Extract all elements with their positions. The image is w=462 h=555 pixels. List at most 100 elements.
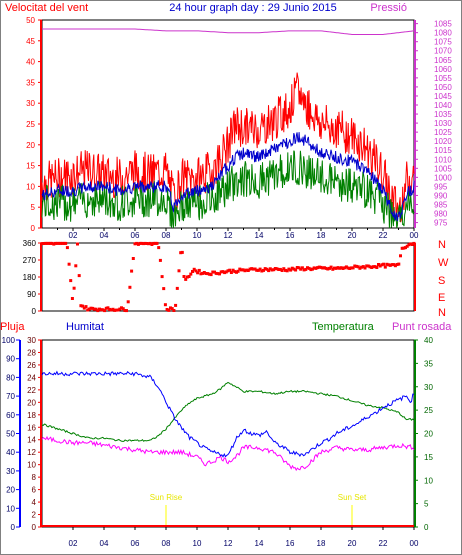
temperature-y-tick-label: 20 — [424, 430, 433, 439]
direction-point — [82, 306, 86, 310]
direction-point — [240, 268, 243, 272]
pressure-y-tick-label: 1020 — [434, 137, 452, 146]
direction-point — [338, 266, 342, 270]
rain-y-tick-label: 16 — [27, 423, 36, 432]
direction-point — [387, 263, 391, 267]
direction-point — [329, 265, 333, 269]
direction-point — [275, 267, 279, 271]
temperature-y-tick-label: 10 — [424, 476, 433, 485]
rain-y-tick-label: 20 — [27, 398, 36, 407]
direction-point — [45, 241, 49, 245]
direction-point — [192, 267, 196, 271]
direction-point — [300, 266, 304, 270]
direction-point — [393, 264, 397, 268]
direction-point — [282, 267, 286, 271]
humidity-y-tick-label: 40 — [6, 448, 15, 457]
direction-point — [348, 267, 352, 270]
direction-point — [270, 268, 274, 272]
weather-x-tick-label: 10 — [193, 539, 202, 548]
direction-point — [126, 300, 130, 304]
direction-point — [54, 241, 57, 245]
humidity-y-tick-label: 80 — [6, 373, 15, 382]
direction-point — [116, 308, 120, 312]
temperature-y-tick-label: 40 — [424, 336, 433, 345]
direction-point — [273, 267, 277, 270]
direction-point — [353, 264, 357, 268]
pressure-y-tick-label: 1055 — [434, 74, 452, 83]
weather-x-tick-label: 12 — [224, 539, 233, 548]
direction-point — [96, 309, 100, 313]
wind-avg-line — [41, 132, 415, 222]
temperature-y-tick-label: 30 — [424, 383, 433, 392]
humidity-y-tick-label: 30 — [6, 467, 15, 476]
dewpoint-line — [41, 435, 415, 472]
direction-point — [368, 265, 372, 269]
direction-point — [397, 262, 401, 266]
direction-point — [42, 242, 46, 245]
direction-point — [258, 267, 262, 271]
direction-point — [47, 241, 51, 245]
direction-point — [59, 241, 63, 245]
direction-point — [175, 286, 179, 290]
direction-point — [214, 271, 218, 275]
direction-point — [341, 267, 345, 270]
rain-y-tick-label: 2 — [32, 511, 37, 520]
direction-point — [55, 241, 59, 245]
direction-point — [160, 275, 164, 279]
direction-point — [317, 265, 321, 269]
direction-point — [167, 308, 171, 312]
direction-point — [211, 270, 215, 274]
pressure-y-tick-label: 985 — [434, 200, 448, 209]
weather-x-tick-label: 14 — [255, 539, 264, 548]
direction-point — [101, 308, 105, 312]
direction-point — [135, 241, 139, 245]
direction-point — [174, 303, 178, 307]
direction-point — [204, 272, 208, 275]
direction-point — [52, 242, 56, 246]
direction-point — [380, 263, 384, 267]
direction-point — [355, 264, 358, 268]
wind-x-tick-label: 08 — [162, 231, 171, 240]
pressure-y-tick-label: 1065 — [434, 56, 452, 65]
direction-y-tick-label: 0 — [32, 307, 37, 316]
humidity-y-tick-label: 20 — [6, 486, 15, 495]
pressure-y-tick-label: 1040 — [434, 101, 452, 110]
pressure-y-tick-label: 1085 — [434, 20, 452, 29]
weather-x-tick-label: 00 — [410, 539, 419, 548]
direction-point — [358, 266, 362, 270]
direction-point — [272, 268, 276, 272]
direction-point — [287, 267, 291, 271]
direction-point — [87, 307, 91, 311]
direction-point — [226, 269, 230, 273]
direction-point — [152, 241, 156, 245]
pressure-y-tick-label: 1005 — [434, 164, 452, 173]
direction-point — [76, 242, 79, 246]
direction-point — [113, 308, 117, 312]
direction-point — [385, 262, 389, 266]
direction-point — [373, 265, 377, 269]
pressure-line — [42, 28, 415, 35]
wind-y-tick-label: 10 — [26, 182, 35, 191]
direction-point — [72, 286, 76, 290]
humidity-y-tick-label: 70 — [6, 392, 15, 401]
direction-point — [201, 271, 205, 275]
wind-y-tick-label: 35 — [26, 78, 35, 87]
direction-point — [343, 266, 347, 270]
pressure-y-tick-label: 1000 — [434, 173, 452, 182]
weather-x-tick-label: 16 — [286, 539, 295, 548]
direction-point — [86, 308, 90, 312]
humidity-y-tick-label: 60 — [6, 411, 15, 420]
direction-point — [148, 241, 152, 245]
rain-y-tick-label: 0 — [32, 523, 37, 532]
direction-point — [238, 267, 242, 271]
direction-point — [339, 266, 343, 270]
pressure-y-tick-label: 975 — [434, 219, 448, 228]
direction-point — [147, 242, 150, 246]
direction-point — [109, 308, 113, 312]
direction-point — [43, 241, 47, 245]
direction-point — [67, 262, 71, 266]
humidity-y-tick-label: 100 — [2, 336, 16, 345]
direction-point — [246, 269, 250, 272]
direction-point — [241, 268, 245, 272]
direction-point — [103, 309, 107, 313]
